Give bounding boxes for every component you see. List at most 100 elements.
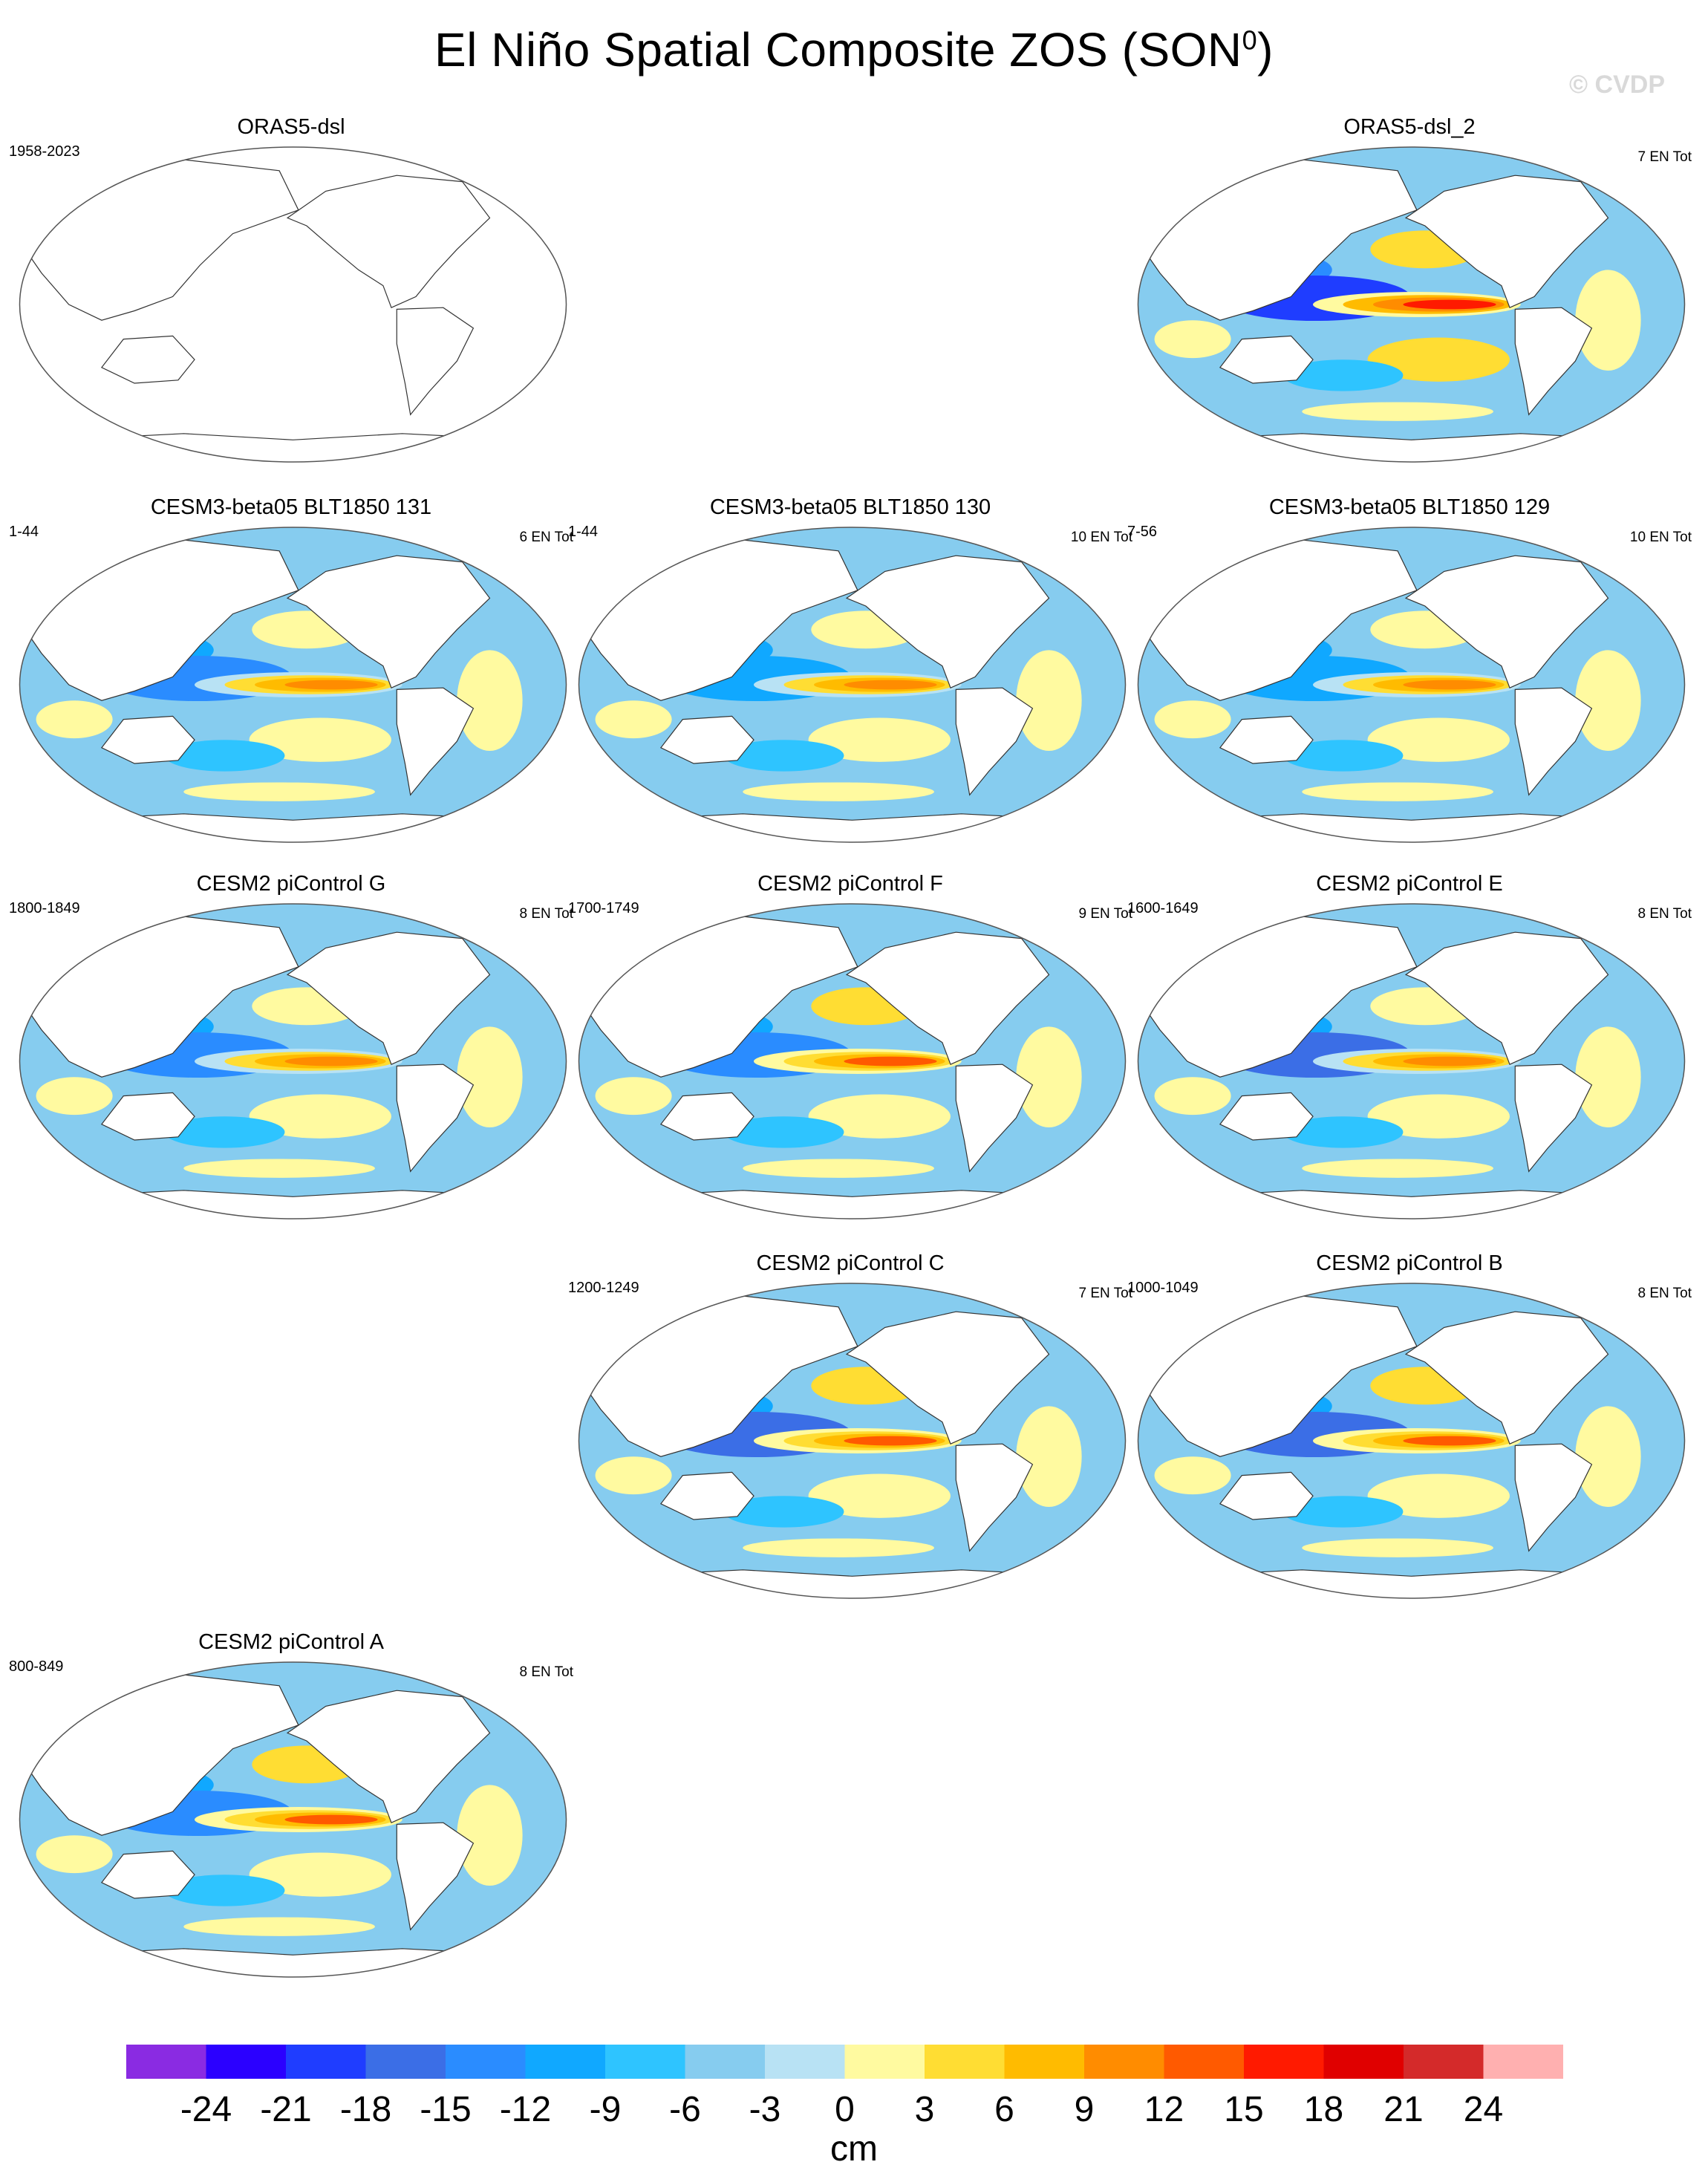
atlantic-anomaly <box>457 1026 523 1128</box>
map-outline <box>19 1661 567 1978</box>
australia-land <box>1219 715 1314 764</box>
sw-pacific-anomaly <box>723 1496 844 1528</box>
colorbar-tick-label: -6 <box>669 2090 701 2129</box>
colorbar-tick-label: 9 <box>1074 2090 1095 2129</box>
map-outline <box>19 146 567 463</box>
map-outline <box>578 903 1127 1219</box>
colorbar-tick-label: -9 <box>589 2090 622 2129</box>
colorbar-units: cm <box>830 2129 878 2169</box>
colorbar-swatch <box>925 2045 1005 2079</box>
atlantic-anomaly <box>1575 650 1641 752</box>
panel-years: 1958-2023 <box>9 143 80 160</box>
north-america-land <box>286 1690 491 1824</box>
eastern-pacific-high-level-4 <box>844 680 937 690</box>
southern-ocean-anomaly <box>1302 782 1493 801</box>
se-pacific-anomaly <box>1367 1473 1510 1518</box>
colorbar-tick-label: -18 <box>339 2090 392 2129</box>
panel-title: CESM2 piControl E <box>1316 872 1503 896</box>
asia-land <box>19 154 299 321</box>
panel-title: CESM3-beta05 BLT1850 130 <box>709 495 991 519</box>
panel-title: ORAS5-dsl <box>237 115 345 139</box>
south-america-land <box>1514 1443 1593 1552</box>
panel-years: 800-849 <box>9 1658 64 1675</box>
indian-ocean-anomaly <box>595 1077 672 1116</box>
australia-land <box>1219 1092 1314 1141</box>
panel-title: ORAS5-dsl_2 <box>1343 115 1476 139</box>
panel-count: 7 EN Tot <box>1637 149 1692 165</box>
se-pacific-anomaly <box>1367 1094 1510 1139</box>
southern-ocean-anomaly <box>743 782 934 801</box>
sw-pacific-anomaly <box>164 1116 285 1148</box>
colorbar-tick-label: 24 <box>1463 2090 1504 2129</box>
australia-land <box>1219 335 1314 384</box>
southern-ocean-anomaly <box>743 1159 934 1178</box>
colorbar-tick-label: -3 <box>749 2090 781 2129</box>
colorbar-swatch <box>605 2045 686 2079</box>
panel-title: CESM2 piControl C <box>756 1251 945 1275</box>
colorbar-tick-label: 21 <box>1383 2090 1424 2129</box>
colorbar-swatch <box>1404 2045 1484 2079</box>
colorbar <box>126 2045 1563 2079</box>
colorbar-tick-label: 3 <box>914 2090 935 2129</box>
atlantic-anomaly <box>1575 1026 1641 1128</box>
indian-ocean-anomaly <box>1154 700 1231 739</box>
colorbar-tick-label: 18 <box>1303 2090 1344 2129</box>
panel-title: CESM3-beta05 BLT1850 129 <box>1268 495 1551 519</box>
southern-ocean-anomaly <box>1302 1159 1493 1178</box>
south-america-land <box>396 1064 475 1173</box>
indian-ocean-anomaly <box>1154 320 1231 359</box>
southern-ocean-anomaly <box>183 1917 375 1936</box>
panel-title: CESM2 piControl A <box>198 1630 384 1654</box>
map-panel-picontrol-a: CESM2 piControl A 800-849 8 EN Tot <box>9 1630 573 1979</box>
colorbar-tick-label: -15 <box>420 2090 472 2129</box>
panel-years: 1-44 <box>568 524 599 540</box>
atlantic-anomaly <box>457 650 523 752</box>
map-svg <box>1137 1283 1686 1599</box>
map-panel-picontrol-c: CESM2 piControl C 1200-1249 7 EN Tot <box>568 1251 1132 1600</box>
north-america-land <box>1404 931 1609 1066</box>
eastern-pacific-high-level-4 <box>1403 1436 1496 1446</box>
panel-count: 8 EN Tot <box>1637 906 1692 922</box>
indian-ocean-anomaly <box>36 1835 113 1874</box>
north-america-land <box>286 931 491 1066</box>
map-svg <box>578 527 1127 843</box>
colorbar-tick-label: 6 <box>994 2090 1014 2129</box>
indian-ocean-anomaly <box>36 1077 113 1116</box>
se-pacific-anomaly <box>1367 717 1510 762</box>
panel-years: 1600-1649 <box>1127 900 1199 916</box>
map-svg <box>1137 146 1686 463</box>
indian-ocean-anomaly <box>1154 1077 1231 1116</box>
colorbar-swatch <box>685 2045 766 2079</box>
north-america-land <box>286 555 491 689</box>
australia-land <box>659 715 754 764</box>
map-svg <box>19 1661 567 1978</box>
australia-land <box>100 1850 195 1899</box>
north-america-land <box>845 931 1050 1066</box>
colorbar-tick-label: -21 <box>260 2090 312 2129</box>
map-panel-oras5-dsl: ORAS5-dsl 1958-2023 <box>9 115 573 464</box>
sw-pacific-anomaly <box>723 740 844 772</box>
eastern-pacific-high-level-4 <box>1403 1056 1496 1066</box>
panel-title: CESM2 piControl F <box>757 872 943 896</box>
colorbar-tick-label: -24 <box>180 2090 232 2129</box>
colorbar-swatch <box>525 2045 606 2079</box>
map-outline <box>1137 146 1686 463</box>
panel-count: 9 EN Tot <box>1078 906 1132 922</box>
map-panel-oras5-dsl-2: ORAS5-dsl_2 7 EN Tot <box>1127 115 1692 464</box>
map-panel-picontrol-g: CESM2 piControl G 1800-1849 8 EN Tot <box>9 872 573 1221</box>
map-panel-picontrol-e: CESM2 piControl E 1600-1649 8 EN Tot <box>1127 872 1692 1221</box>
map-outline <box>19 903 567 1219</box>
eastern-pacific-high-level-4 <box>1403 680 1496 690</box>
se-pacific-anomaly <box>249 1094 391 1139</box>
atlantic-anomaly <box>1575 270 1641 371</box>
southern-ocean-anomaly <box>743 1538 934 1557</box>
north-america-land <box>1404 175 1609 309</box>
colorbar-swatch <box>765 2045 846 2079</box>
map-svg <box>1137 527 1686 843</box>
panel-years: 1-44 <box>9 524 39 540</box>
map-outline <box>1137 1283 1686 1599</box>
sw-pacific-anomaly <box>164 740 285 772</box>
se-pacific-anomaly <box>808 1094 951 1139</box>
map-outline <box>578 527 1127 843</box>
se-pacific-anomaly <box>808 1473 951 1518</box>
